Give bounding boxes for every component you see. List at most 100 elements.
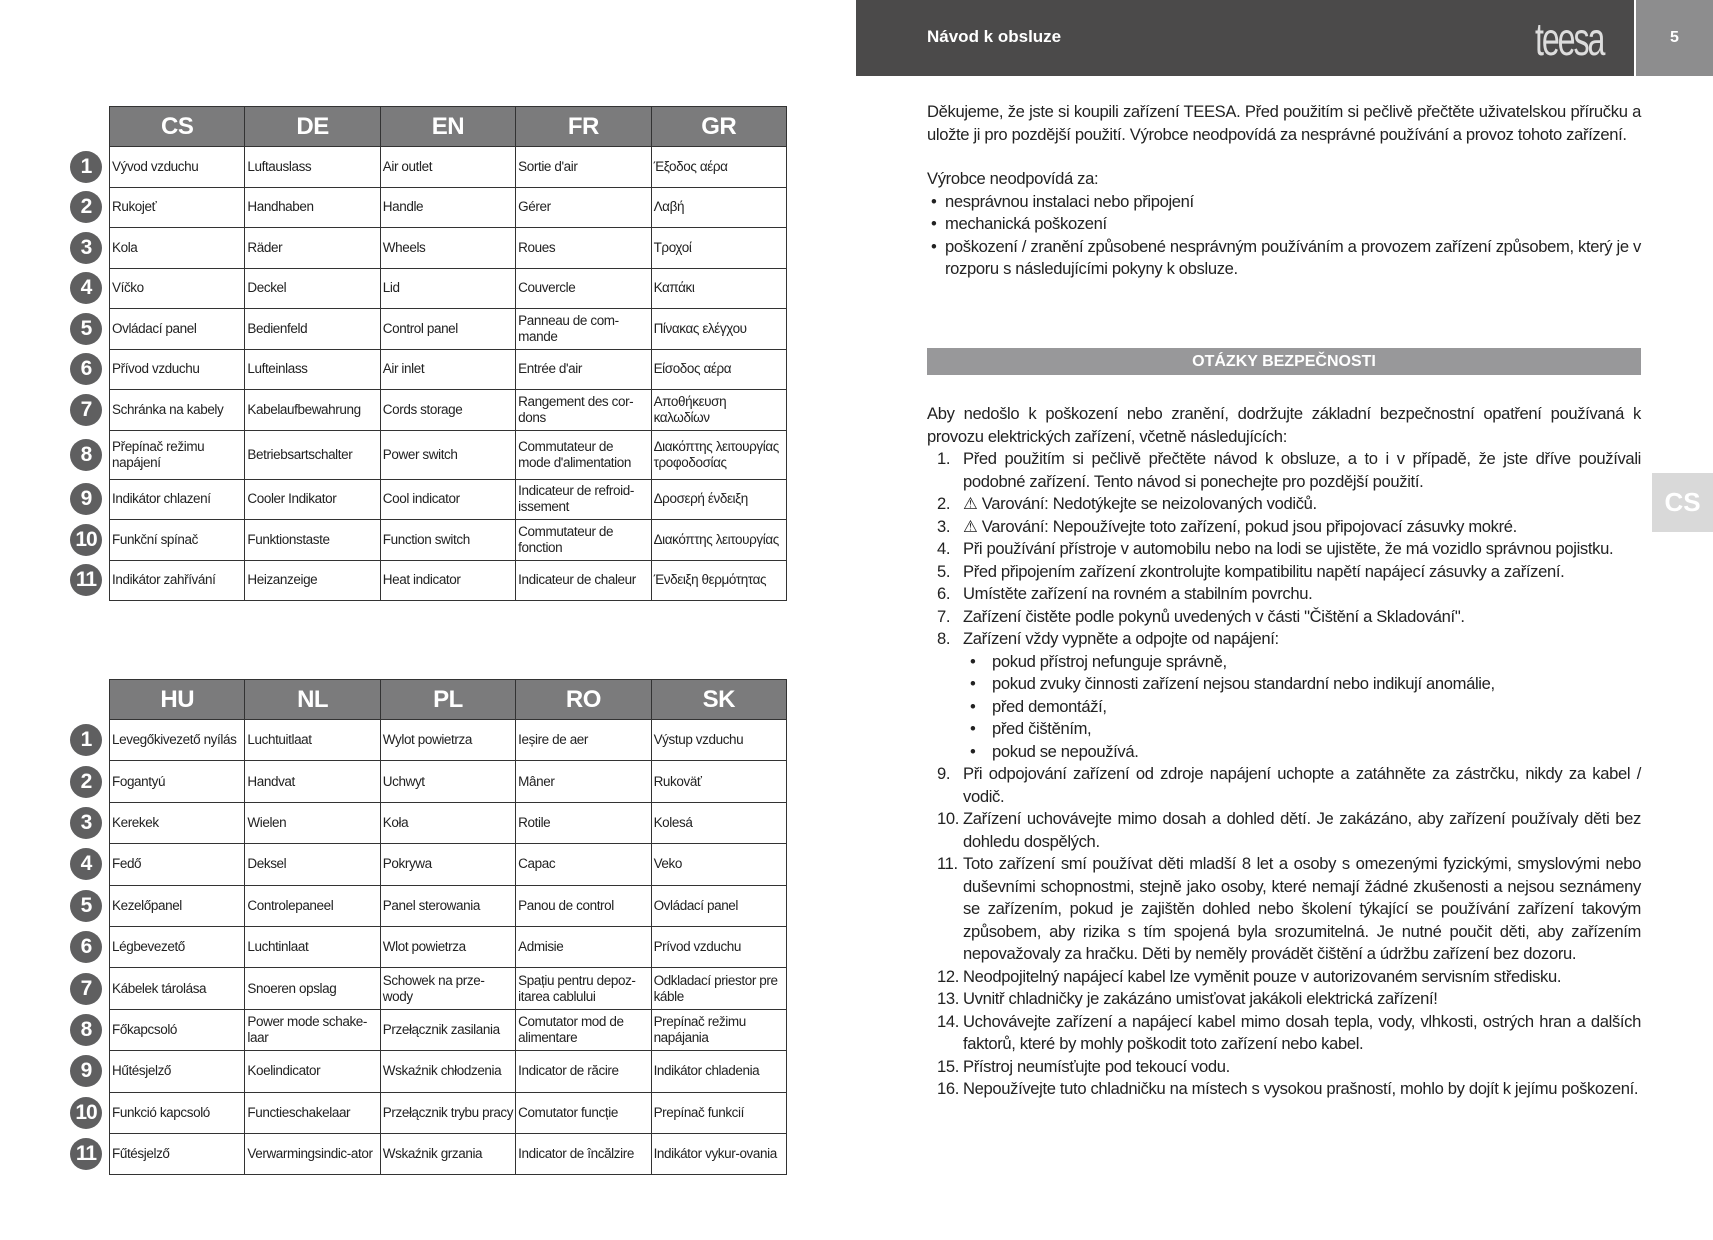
table-cell: Αποθήκευση καλωδίων [650,389,787,431]
page-number: 5 [1636,0,1713,76]
table-cell: Przełącznik zasilania [379,1008,517,1052]
table-row: Hűtésjelző Koelindicator Wskaźnik chłodzen… [108,1050,787,1093]
item-number: 8. [937,629,951,648]
table-cell: Admisie [515,925,652,969]
list-item: 15. Přístroj neumísťujte pod tekoucí vodu… [927,1056,1641,1079]
table-cell: Είσοδος αέρα [650,348,787,390]
table-cell: Verwarmingsindic-ator [244,1132,381,1176]
table-cell: Funkční spínač [108,519,246,561]
table-cell: Lufteinlass [244,348,381,390]
row-number-badge: 8 [70,1013,102,1046]
table-cell: Sortie d'air [515,146,652,188]
table-cell: Koelindicator [244,1050,381,1093]
table-cell: Καπάκι [650,267,787,309]
table-cell: Bedienfeld [244,308,381,350]
column-header: CS [108,106,246,147]
item-text: Zařízení čistěte podle pokynů uvedených … [963,606,1465,626]
table-cell: Přepínač režimu napájení [108,429,246,480]
list-item: 5. Před připojením zařízení zkontrolujte … [927,561,1641,584]
table-cell: Wskaźnik chłodzenia [379,1050,517,1093]
item-number: 5. [937,561,951,581]
row-number-badge: 11 [70,564,102,597]
table-cell: Kábelek tárolása [108,967,246,1010]
table-cell: Räder [244,227,381,269]
language-tab-cs[interactable]: CS [1652,473,1713,532]
table-cell: Commutateur de mode d'alimentation [515,429,652,480]
table-cell: Rangement des cor-dons [515,389,652,431]
table-row: Fogantyú Handvat Uchwyt Mâner Rukoväť [108,760,787,803]
row-number-badge: 5 [70,312,102,345]
table-cell: Διακόπτης λειτουργίας [650,519,787,561]
table-cell: Kezelőpanel [108,884,246,927]
item-number: 16. [937,1079,960,1098]
sub-item: před čištěním, [963,718,1641,741]
row-number-badge: 6 [70,353,102,386]
table-cell: Kerekek [108,801,246,845]
table-cell: Přívod vzduchu [108,348,246,390]
table-cell: Uchwyt [379,760,517,803]
item-number: 6. [937,584,951,603]
table-cell: Deksel [244,843,381,886]
table-cell: Przełącznik trybu pracy [379,1091,517,1134]
table-cell: Koła [379,801,517,845]
table-cell: Heizanzeige [244,559,381,601]
table-cell: Odkladací priestor pre káble [650,967,787,1010]
list-item: 11. Toto zařízení smí používat děti mladš… [927,853,1641,966]
table-cell: Entrée d'air [515,348,652,390]
table-cell: Prepínač funkcií [650,1091,787,1134]
table-cell: Δροσερή ένδειξη [650,478,787,520]
column-header: RO [515,679,652,720]
table-cell: Főkapcsoló [108,1008,246,1052]
table-cell: Πίνακας ελέγχου [650,308,787,350]
table-cell: Betriebsartschalter [244,429,381,480]
table-cell: Rukoväť [650,760,787,803]
row-number-badge: 8 [70,438,102,471]
column-header: SK [650,679,787,720]
table-cell: Gérer [515,186,652,228]
item-number: 12. [937,966,960,986]
table-cell: Capac [515,843,652,886]
table-cell: Výstup vzduchu [650,718,787,762]
table-cell: Ovládací panel [108,308,246,350]
table-cell: Cords storage [379,389,517,431]
table-cell: Control panel [379,308,517,350]
table-cell: Panou de control [515,884,652,927]
table-row: Levegőkivezető nyílás Luchtuitlaat Wylot p… [108,718,787,762]
table-cell: Roues [515,227,652,269]
table-cell: Handvat [244,760,381,803]
table-cell: Indikátor zahřívání [108,559,246,601]
row-number-badge: 10 [70,1096,102,1129]
table-cell: Kola [108,227,246,269]
table-cell: Kolesá [650,801,787,845]
table-cell: Air inlet [379,348,517,390]
table-row: Přepínač režimu napájení Betriebsartschal… [108,429,787,480]
item-number: 9. [937,764,951,783]
row-number-badge: 10 [70,523,102,556]
list-item: poškození / zranění způsobené nesprávným… [927,236,1641,281]
table-cell: Indikátor vykur-ovania [650,1132,787,1176]
table-cell: Λαβή [650,186,787,228]
table-row: Schránka na kabely Kabelaufbewahrung Cords… [108,389,787,431]
table-cell: Power switch [379,429,517,480]
table-cell: Comutator funcție [515,1091,652,1134]
table-cell: Commutateur de fonction [515,519,652,561]
table-cell: Funkció kapcsoló [108,1091,246,1134]
table-row: Víčko Deckel Lid Couvercle Καπάκι [108,267,787,309]
table-cell: Indicator de răcire [515,1050,652,1093]
table-row: Fűtésjelző Verwarmingsindic-ator Wskaźnik … [108,1132,787,1176]
list-item: 14. Uchovávejte zařízení a napájecí kabel… [927,1011,1641,1056]
table-cell: Wielen [244,801,381,845]
list-item: 3. ⚠ Varování: Nepoužívejte toto zařízení… [927,516,1641,539]
table-cell: Deckel [244,267,381,309]
item-number: 7. [937,606,951,626]
item-number: 14. [937,1011,960,1031]
table-cell: Luchtuitlaat [244,718,381,762]
column-header: EN [379,106,517,147]
table-cell: Luftauslass [244,146,381,188]
item-text: Uchovávejte zařízení a napájecí kabel mi… [963,1011,1641,1054]
row-number-badge: 4 [70,848,102,881]
manual-title: Návod k obsluze [927,27,1062,46]
column-header: PL [379,679,517,720]
sub-item: před demontáží, [963,696,1641,719]
item-number: 4. [937,539,951,558]
